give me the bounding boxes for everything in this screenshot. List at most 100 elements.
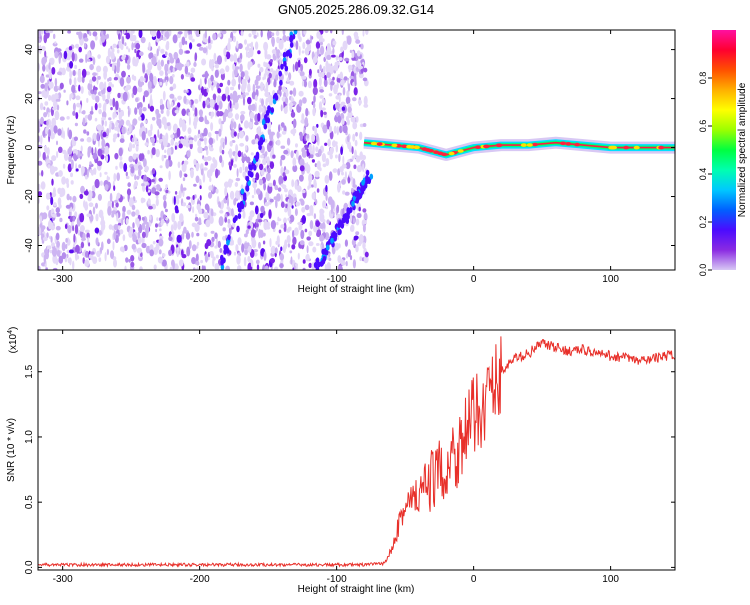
noise-speckle: [162, 36, 167, 41]
track-mark: [225, 247, 229, 254]
noise-speckle: [285, 194, 288, 198]
noise-speckle: [110, 45, 113, 50]
noise-speckle: [191, 244, 197, 252]
noise-speckle: [54, 77, 58, 87]
noise-speckle: [239, 127, 243, 131]
noise-speckle: [38, 265, 41, 270]
noise-speckle: [225, 86, 230, 96]
noise-speckle: [51, 67, 56, 75]
noise-speckle: [205, 219, 211, 228]
track-mark: [266, 117, 271, 124]
snr-y-label: SNR (10 * v/v): [6, 418, 17, 482]
noise-speckle: [183, 160, 189, 165]
noise-speckle: [236, 168, 239, 178]
noise-speckle: [268, 209, 272, 220]
noise-speckle: [268, 72, 272, 79]
noise-speckle: [167, 60, 170, 65]
noise-speckle: [302, 259, 306, 264]
noise-speckle: [160, 109, 164, 114]
noise-speckle: [214, 63, 219, 69]
noise-speckle: [260, 205, 265, 213]
noise-speckle: [272, 179, 276, 187]
noise-speckle: [127, 182, 131, 188]
noise-speckle: [56, 151, 59, 158]
noise-speckle: [104, 101, 107, 108]
x-tick-label: -300: [53, 274, 73, 285]
noise-speckle: [182, 230, 185, 240]
noise-speckle: [112, 97, 116, 108]
noise-speckle: [152, 142, 156, 146]
noise-speckle: [68, 249, 74, 254]
noise-speckle: [280, 193, 283, 203]
noise-speckle: [91, 76, 97, 82]
track-mark: [280, 63, 284, 70]
noise-speckle: [71, 84, 76, 94]
noise-speckle: [353, 164, 357, 170]
noise-speckle: [132, 222, 135, 229]
noise-speckle: [292, 267, 295, 270]
noise-speckle: [324, 74, 327, 81]
signal-blob: [441, 152, 448, 157]
noise-speckle: [332, 40, 337, 46]
noise-speckle: [192, 104, 195, 112]
svg-text:(x104): (x104): [7, 327, 19, 354]
noise-speckle: [297, 252, 300, 260]
noise-speckle: [67, 62, 70, 68]
noise-speckle: [193, 134, 198, 142]
noise-speckle: [276, 36, 280, 44]
noise-speckle: [181, 108, 186, 117]
noise-speckle: [133, 75, 137, 81]
noise-speckle: [269, 238, 272, 248]
noise-speckle: [121, 217, 124, 226]
noise-speckle: [300, 119, 305, 123]
noise-speckle: [59, 217, 63, 223]
noise-speckle: [347, 64, 353, 71]
noise-speckle: [238, 43, 243, 50]
noise-speckle: [151, 147, 156, 156]
track-mark: [259, 136, 264, 143]
noise-speckle: [43, 254, 46, 265]
noise-speckle: [256, 264, 260, 270]
noise-speckle: [82, 232, 86, 240]
noise-speckle: [298, 36, 302, 43]
noise-speckle: [298, 131, 303, 137]
noise-speckle: [106, 128, 110, 135]
noise-speckle: [133, 59, 139, 67]
noise-speckle: [98, 102, 102, 109]
noise-speckle: [134, 107, 138, 115]
noise-speckle: [211, 236, 215, 243]
noise-speckle: [332, 47, 335, 55]
noise-speckle: [47, 112, 50, 118]
track-mark: [283, 60, 287, 67]
noise-speckle: [141, 183, 145, 187]
noise-speckle: [324, 263, 328, 270]
noise-speckle: [237, 132, 240, 139]
noise-speckle: [41, 170, 44, 177]
noise-speckle: [318, 72, 322, 78]
noise-speckle: [206, 169, 212, 179]
noise-speckle: [137, 237, 142, 245]
signal-blob: [532, 142, 538, 147]
noise-speckle: [276, 49, 281, 59]
noise-speckle: [198, 217, 202, 226]
noise-speckle: [305, 107, 309, 117]
noise-speckle: [169, 266, 173, 270]
noise-speckle: [337, 74, 341, 79]
noise-speckle: [353, 235, 359, 240]
noise-speckle: [66, 100, 69, 106]
noise-speckle: [279, 57, 282, 65]
noise-speckle: [358, 234, 364, 244]
track-mark: [237, 213, 242, 220]
noise-speckle: [239, 63, 243, 73]
noise-speckle: [85, 53, 88, 64]
noise-speckle: [320, 41, 323, 46]
noise-speckle: [124, 265, 127, 270]
noise-speckle: [337, 168, 341, 176]
noise-speckle: [203, 211, 209, 219]
noise-speckle: [107, 206, 112, 216]
noise-speckle: [240, 30, 244, 37]
snr-x-label: Height of straight line (km): [298, 584, 415, 595]
noise-speckle: [102, 65, 108, 74]
noise-speckle: [135, 42, 141, 50]
noise-speckle: [293, 128, 297, 134]
